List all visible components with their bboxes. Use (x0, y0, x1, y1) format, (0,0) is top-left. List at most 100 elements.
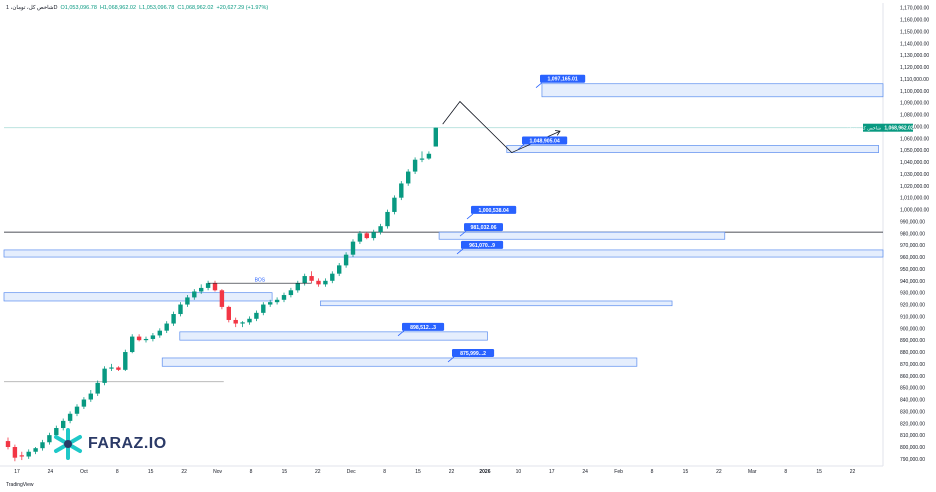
candle-body (164, 323, 169, 331)
candle-body (47, 435, 52, 443)
y-tick-label: 970,000.00 (900, 243, 925, 249)
candle-body (337, 265, 342, 274)
candle-body (323, 280, 328, 285)
zone-961070-label-box (461, 240, 504, 249)
ohlc-high: H1,068,962.02 (99, 5, 137, 11)
zone-981032-label-box (464, 223, 503, 232)
candle-body (123, 352, 128, 370)
x-tick-label: 24 (48, 469, 54, 475)
x-tick-label: 15 (282, 469, 288, 475)
candle-body (392, 197, 397, 212)
ohlc-open: O1,053,096.78 (60, 5, 97, 11)
x-tick-label: 17 (14, 469, 20, 475)
label-1000538-text: 1,000,538.04 (478, 208, 508, 214)
y-tick-label: 1,150,000.00 (900, 29, 929, 35)
x-tick-label: 17 (549, 469, 555, 475)
candle-body (254, 312, 259, 319)
ohlc-low: L1,053,096.78 (139, 5, 175, 11)
faraz-logo-icon (54, 428, 82, 460)
candle-body (88, 393, 93, 400)
y-tick-label: 920,000.00 (900, 303, 925, 309)
zone-1097165-label-box (540, 74, 586, 83)
watermark-text: FARAZ.IO (88, 435, 167, 452)
y-tick-label: 930,000.00 (900, 291, 925, 297)
candle-body (54, 428, 59, 436)
candle-body (102, 368, 107, 383)
y-tick-label: 840,000.00 (900, 398, 925, 404)
candle-body (385, 211, 390, 227)
x-tick-label: 22 (181, 469, 187, 475)
zone-898512 (179, 331, 488, 341)
x-tick-label: Oct (80, 469, 88, 475)
candle-body (219, 290, 225, 307)
y-tick-label: 1,120,000.00 (900, 65, 929, 71)
label-1000538-box (471, 205, 517, 214)
zone-961070 (3, 249, 884, 258)
zone-875999-label-box (452, 348, 495, 357)
zone-1097165-label-pointer (535, 82, 543, 89)
y-tick-label: 1,110,000.00 (900, 77, 929, 83)
x-tick-label: 22 (850, 469, 856, 475)
projection-path (442, 100, 561, 154)
x-tick-label: Mar (748, 469, 757, 475)
candle-body (157, 330, 162, 336)
candle-body (130, 336, 135, 353)
zone-981032 (438, 231, 726, 240)
candle-body (343, 254, 349, 266)
candle-body (240, 322, 245, 324)
y-tick-label: 1,050,000.00 (900, 148, 929, 154)
x-tick-label: Dec (347, 469, 356, 475)
zone-898512-label-text: 898,512...3 (410, 325, 436, 331)
candle-body (281, 295, 287, 300)
y-tick-label: 1,040,000.00 (900, 160, 929, 166)
candle-body (433, 127, 438, 147)
y-tick-label: 1,140,000.00 (900, 41, 929, 47)
y-tick-label: 960,000.00 (900, 255, 925, 261)
candle-body (316, 280, 321, 285)
zone-981032-label-pointer (459, 230, 467, 237)
zone-bos-2 (320, 300, 673, 307)
zone-875999 (161, 357, 638, 367)
candle-body (268, 302, 273, 305)
candle-body (399, 183, 404, 198)
candle-body (81, 399, 87, 407)
ohlc-close: C1,068,962.02 (177, 5, 214, 11)
y-tick-label: 1,070,000.00 (900, 124, 929, 130)
candle-body (143, 338, 149, 341)
candle-body (19, 455, 24, 457)
candle-body (109, 367, 114, 369)
zone-1048905-label-pointer (517, 144, 525, 150)
candle-body (412, 159, 418, 172)
y-tick-label: 990,000.00 (900, 219, 925, 225)
candle-body (178, 304, 183, 315)
x-tick-label: 2026 (479, 469, 490, 475)
candle-body (233, 319, 238, 324)
x-tick-label: Nov (213, 469, 222, 475)
candle-body (302, 276, 307, 284)
candle-body (357, 233, 363, 242)
y-tick-label: 890,000.00 (900, 338, 925, 344)
y-tick-label: 1,030,000.00 (900, 172, 929, 178)
candle-body (40, 442, 45, 449)
y-tick-label: 980,000.00 (900, 231, 925, 237)
x-tick-label: 8 (116, 469, 119, 475)
candle-body (205, 283, 211, 288)
x-tick-label: 22 (449, 469, 455, 475)
y-tick-label: 1,080,000.00 (900, 113, 929, 119)
candle-body (67, 413, 73, 421)
y-tick-label: 950,000.00 (900, 267, 925, 273)
zone-961070-label-text: 961,070...9 (469, 243, 495, 249)
candle-body (247, 318, 252, 323)
candle-body (288, 290, 294, 296)
candle-body (150, 335, 156, 339)
candle-body (212, 283, 218, 291)
y-tick-label: 850,000.00 (900, 386, 925, 392)
zone-bos (3, 292, 273, 302)
candle-body (406, 171, 411, 184)
candle-body (309, 276, 314, 281)
y-tick-label: 880,000.00 (900, 350, 925, 356)
x-tick-label: 10 (516, 469, 522, 475)
watermark: FARAZ.IO (52, 428, 167, 460)
zone-1097165 (541, 83, 884, 98)
